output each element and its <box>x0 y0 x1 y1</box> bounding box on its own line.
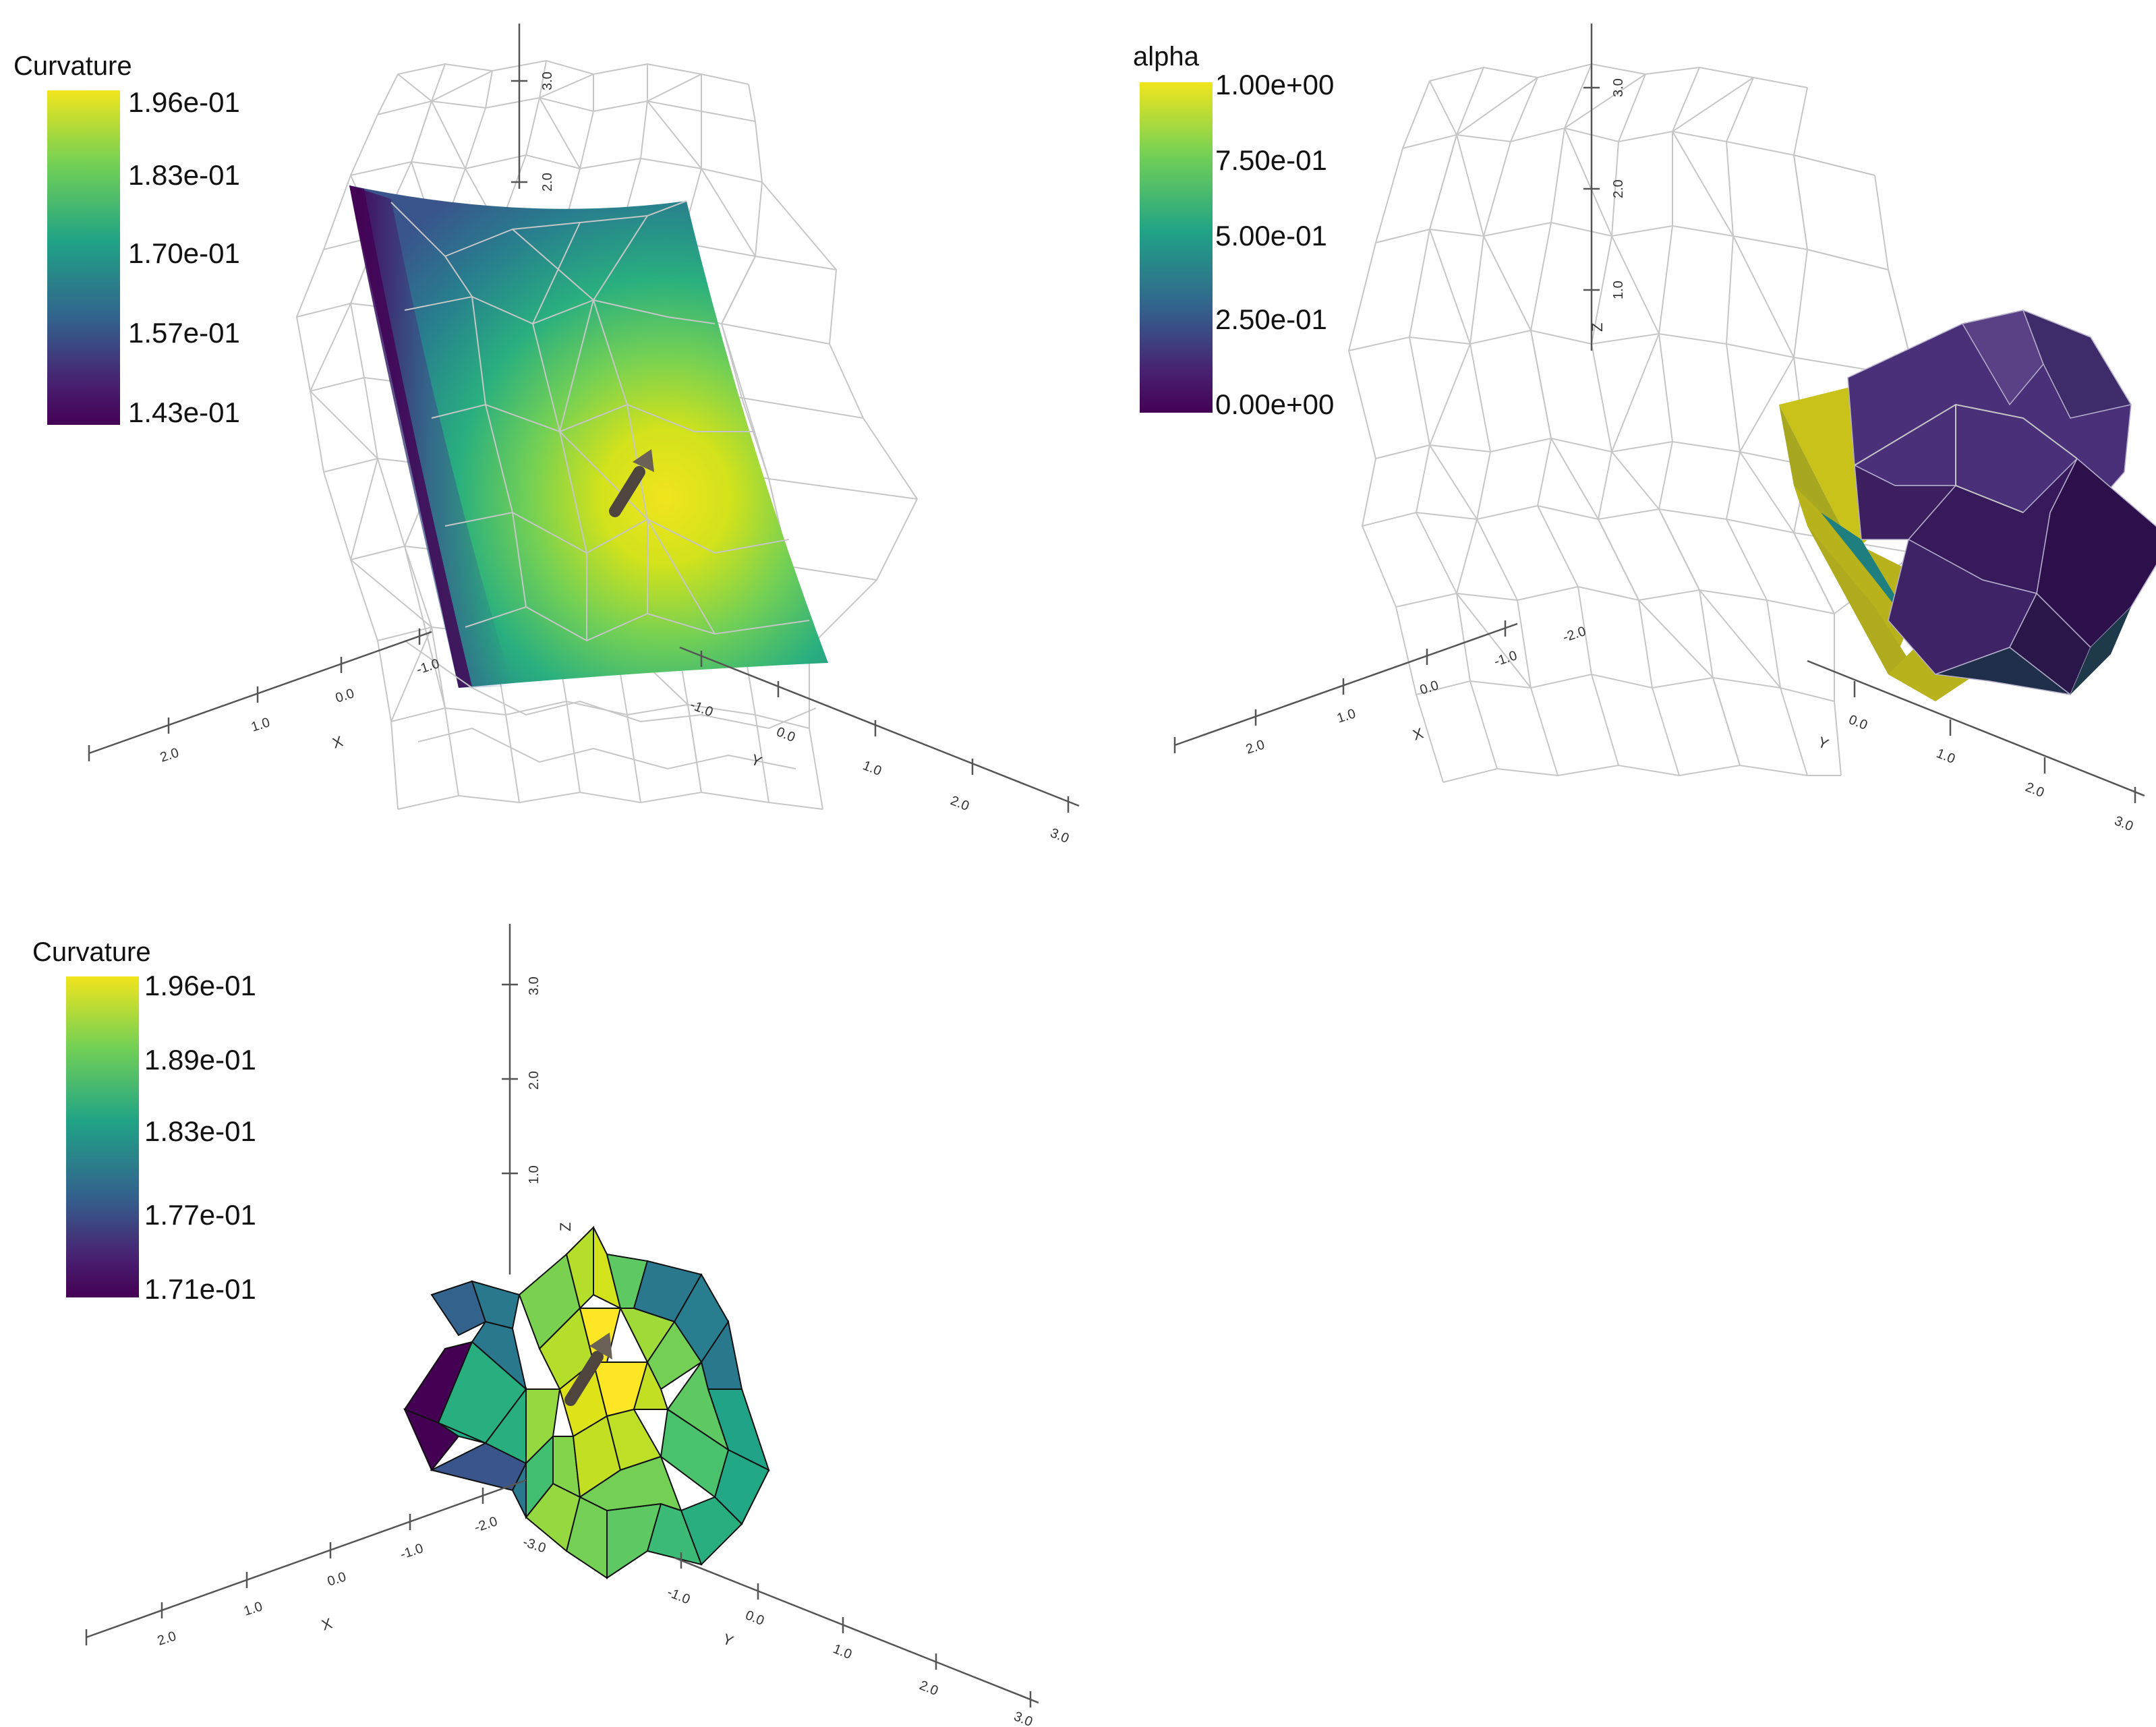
z-tick-label: 3.0 <box>527 976 542 995</box>
x-axis-label: X <box>320 1614 334 1633</box>
alpha-polyhedron <box>1779 309 2156 701</box>
x-tick-label: 0.0 <box>326 1569 348 1589</box>
x-axis: 2.0 1.0 0.0 -1.0 -2.0 -3.0 X <box>85 1479 548 1649</box>
panel-top-right: alpha 1.00e+00 7.50e-01 5.00e-01 2.50e-0… <box>1079 0 2156 850</box>
y-tick-label: 2.0 <box>917 1678 940 1699</box>
y-tick-label: 0.0 <box>743 1608 766 1629</box>
y-tick-label: 0.0 <box>774 724 797 745</box>
y-tick-label: 1.0 <box>1934 746 1957 767</box>
legend-tick: 1.89e-01 <box>144 1044 256 1076</box>
y-axis: 0.0 1.0 2.0 3.0 Y <box>1807 660 2145 834</box>
z-tick-label: 1.0 <box>1611 281 1626 299</box>
x-tick-label: 1.0 <box>1335 706 1358 726</box>
x-tick-label: 1.0 <box>250 715 272 735</box>
z-tick-label: 2.0 <box>540 173 555 192</box>
y-axis-label: Y <box>1815 733 1831 753</box>
colorbar <box>1140 82 1213 413</box>
legend-tick: 1.77e-01 <box>144 1199 256 1231</box>
z-axis: 3.0 2.0 1.0 Z <box>1583 24 1626 351</box>
legend-tick: 1.71e-01 <box>144 1273 256 1305</box>
x-tick-label: 0.0 <box>334 686 356 706</box>
legend-tick: 1.96e-01 <box>144 970 256 1001</box>
legend-title: Curvature <box>13 51 132 81</box>
z-tick-label: 1.0 <box>527 1165 542 1184</box>
z-axis-label: Z <box>1589 323 1606 332</box>
legend-tick: 7.50e-01 <box>1215 144 1327 176</box>
y-tick-label: 2.0 <box>2023 780 2046 800</box>
x-axis-label: X <box>1411 724 1426 743</box>
curvature-mesh <box>403 1225 770 1579</box>
legend-tick: 1.96e-01 <box>128 86 240 118</box>
z-tick-label: 2.0 <box>527 1071 542 1090</box>
x-tick-label: -1.0 <box>1492 648 1519 670</box>
x-tick-label: -2.0 <box>1561 624 1588 645</box>
3d-scene[interactable]: 3.0 2.0 <box>0 0 1080 850</box>
y-tick-label: 3.0 <box>1048 825 1071 846</box>
colorbar <box>47 90 120 425</box>
wireframe-mesh <box>1347 63 1930 783</box>
x-tick-label: 2.0 <box>158 745 181 765</box>
x-tick-label: 2.0 <box>1244 737 1266 757</box>
x-tick-label: 1.0 <box>242 1599 264 1619</box>
legend-title: alpha <box>1133 42 1199 71</box>
legend-tick: 2.50e-01 <box>1215 303 1327 335</box>
legend-tick: 1.57e-01 <box>128 317 240 349</box>
3d-scene[interactable]: 3.0 2.0 1.0 Z <box>0 877 1079 1727</box>
x-tick-label: 2.0 <box>156 1629 178 1649</box>
y-tick-label: 0.0 <box>1846 712 1869 733</box>
x-axis-label: X <box>330 732 345 751</box>
x-axis: 2.0 1.0 0.0 -1.0 X <box>88 628 441 765</box>
z-tick-label: 2.0 <box>1611 179 1626 198</box>
z-tick-label: 3.0 <box>1611 78 1626 97</box>
panel-bottom-left: Curvature 1.96e-01 1.89e-01 1.83e-01 1.7… <box>0 877 1079 1727</box>
y-tick-label: 2.0 <box>948 793 971 814</box>
3d-scene[interactable]: 3.0 2.0 1.0 Z <box>1079 0 2156 850</box>
y-tick-label: 3.0 <box>1012 1709 1035 1727</box>
legend-tick: 1.83e-01 <box>144 1115 256 1147</box>
z-axis: 3.0 2.0 1.0 Z <box>502 924 574 1275</box>
y-tick-label: -1.0 <box>665 1585 692 1607</box>
curvature-surface <box>349 185 828 688</box>
z-axis: 3.0 2.0 <box>511 24 555 192</box>
legend-title: Curvature <box>32 937 151 967</box>
normal-arrow <box>609 449 654 517</box>
legend-tick: 1.83e-01 <box>128 159 240 191</box>
panel-top-left: Curvature 1.96e-01 1.83e-01 1.70e-01 1.5… <box>0 0 1080 850</box>
legend-tick: 5.00e-01 <box>1215 220 1327 252</box>
legend-tick: 1.00e+00 <box>1215 69 1335 100</box>
y-axis-label: Y <box>720 1630 736 1649</box>
legend-tick: 0.00e+00 <box>1215 388 1335 420</box>
wireframe-front <box>404 640 817 770</box>
legend-tick: 1.70e-01 <box>128 237 240 269</box>
x-tick-label: -1.0 <box>399 1541 426 1562</box>
y-tick-label: 1.0 <box>831 1641 854 1662</box>
z-axis-label: Z <box>557 1223 574 1231</box>
y-axis: -1.0 0.0 1.0 2.0 3.0 Y <box>679 646 1080 846</box>
x-tick-label: -2.0 <box>473 1514 500 1535</box>
legend-tick: 1.43e-01 <box>128 397 240 428</box>
x-tick-label: -3.0 <box>521 1535 548 1556</box>
y-tick-label: 1.0 <box>861 758 883 779</box>
y-axis: -1.0 0.0 1.0 2.0 3.0 Y <box>665 1552 1039 1727</box>
y-tick-label: 3.0 <box>2112 813 2135 834</box>
normal-arrow <box>564 1333 612 1406</box>
z-tick-label: 3.0 <box>540 71 555 90</box>
colorbar <box>66 976 139 1297</box>
x-tick-label: 0.0 <box>1418 678 1440 698</box>
x-axis: 2.0 1.0 0.0 -1.0 -2.0 X <box>1173 620 1588 757</box>
